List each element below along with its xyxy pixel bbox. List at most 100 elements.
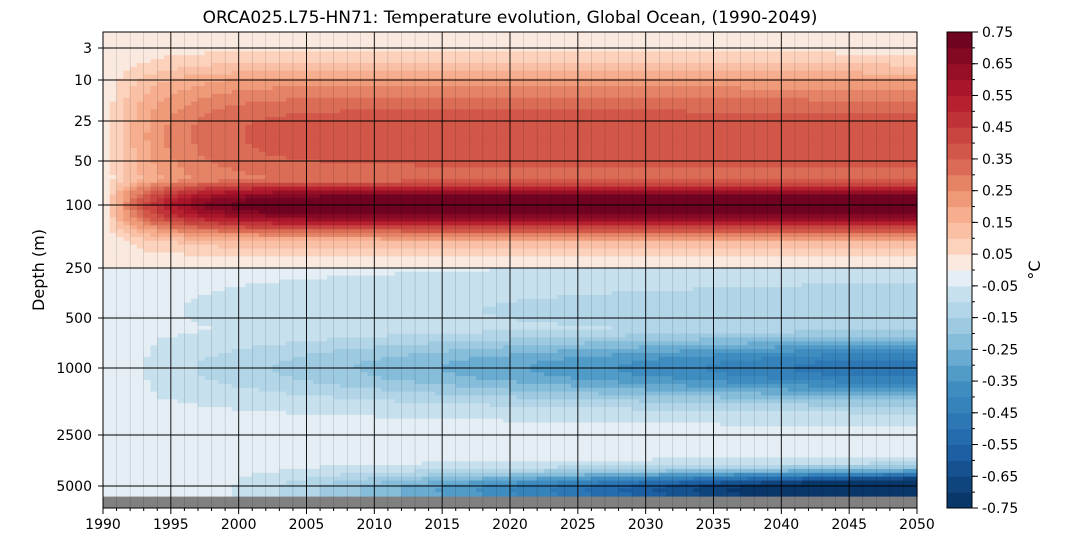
heatmap-cell (245, 325, 253, 331)
heatmap-cell (286, 264, 294, 269)
heatmap-cell (143, 35, 152, 41)
heatmap-cell (143, 422, 152, 427)
heatmap-cell (191, 151, 199, 157)
heatmap-cell (360, 267, 369, 273)
heatmap-cell (184, 78, 192, 83)
heatmap-cell (347, 144, 355, 149)
heatmap-cell (177, 74, 185, 79)
heatmap-cell (306, 190, 314, 195)
heatmap-cell (116, 430, 124, 435)
heatmap-cell (252, 178, 260, 184)
heatmap-cell (157, 434, 165, 439)
heatmap-cell (340, 407, 348, 412)
heatmap-cell (157, 325, 165, 331)
heatmap-cell (157, 383, 165, 389)
heatmap-cell (272, 291, 280, 296)
heatmap-cell (218, 341, 226, 346)
heatmap-cell (259, 430, 267, 435)
heatmap-cell (347, 148, 355, 153)
heatmap-cell (103, 314, 111, 319)
heatmap-cell (333, 376, 342, 381)
heatmap-cell (381, 314, 389, 319)
heatmap-cell (272, 194, 280, 199)
heatmap-cell (340, 225, 348, 230)
heatmap-cell (204, 178, 213, 184)
heatmap-cell (231, 484, 240, 489)
heatmap-cell (286, 453, 294, 458)
heatmap-cell (130, 171, 138, 176)
heatmap-cell (353, 333, 362, 339)
heatmap-cell (252, 360, 260, 366)
heatmap-cell (130, 124, 138, 130)
heatmap-cell (299, 229, 308, 234)
heatmap-cell (109, 175, 118, 180)
heatmap-cell (143, 434, 152, 439)
heatmap-cell (374, 410, 382, 416)
heatmap-cell (123, 434, 131, 439)
heatmap-cell (164, 221, 172, 226)
heatmap-cell (130, 368, 138, 373)
heatmap-cell (360, 360, 369, 366)
heatmap-cell (360, 461, 369, 466)
heatmap-cell (292, 310, 301, 315)
heatmap-cell (353, 55, 362, 60)
heatmap-cell (279, 318, 287, 323)
heatmap-cell (333, 167, 342, 172)
heatmap-cell (204, 32, 213, 37)
heatmap-cell (279, 175, 287, 180)
heatmap-cell (374, 472, 382, 478)
heatmap-cell (347, 97, 355, 103)
heatmap-cell (265, 310, 274, 315)
heatmap-cell (143, 349, 152, 354)
heatmap-cell (157, 453, 165, 458)
heatmap-cell (292, 461, 301, 466)
heatmap-cell (252, 457, 260, 462)
heatmap-cell (367, 264, 375, 269)
heatmap-cell (326, 275, 335, 281)
heatmap-cell (130, 271, 138, 277)
heatmap-cell (272, 322, 280, 327)
heatmap-cell (211, 283, 219, 288)
heatmap-cell (197, 407, 206, 412)
heatmap-cell (374, 43, 382, 49)
heatmap-cell (279, 306, 287, 311)
heatmap-cell (306, 252, 314, 257)
heatmap-cell (286, 35, 294, 41)
heatmap-cell (340, 329, 348, 335)
heatmap-cell (367, 178, 375, 184)
heatmap-cell (292, 240, 301, 246)
heatmap-cell (353, 294, 362, 300)
heatmap-cell (292, 279, 301, 284)
heatmap-cell (245, 136, 253, 141)
heatmap-cell (252, 171, 260, 176)
heatmap-cell (367, 488, 375, 493)
heatmap-cell (157, 364, 165, 369)
heatmap-cell (170, 236, 179, 242)
heatmap-cell (360, 105, 369, 110)
heatmap-cell (204, 47, 213, 52)
heatmap-cell (218, 322, 226, 327)
heatmap-cell (299, 368, 308, 373)
heatmap-cell (252, 426, 260, 431)
heatmap-cell (225, 410, 233, 416)
heatmap-cell (157, 322, 165, 327)
heatmap-cell (211, 148, 219, 153)
heatmap-cell (103, 322, 111, 327)
heatmap-cell (238, 403, 247, 408)
heatmap-cell (231, 465, 240, 470)
heatmap-cell (299, 264, 308, 269)
heatmap-cell (116, 74, 124, 79)
heatmap-cell (286, 225, 294, 230)
heatmap-cell (109, 132, 118, 137)
heatmap-cell (320, 476, 328, 482)
heatmap-cell (374, 217, 382, 223)
heatmap-cell (292, 438, 301, 443)
heatmap-cell (381, 202, 389, 207)
heatmap-cell (252, 314, 260, 319)
heatmap-cell (320, 372, 328, 377)
heatmap-cell (164, 410, 172, 416)
heatmap-cell (238, 457, 247, 462)
heatmap-cell (238, 124, 247, 130)
heatmap-cell (347, 476, 355, 482)
heatmap-cell (225, 233, 233, 238)
